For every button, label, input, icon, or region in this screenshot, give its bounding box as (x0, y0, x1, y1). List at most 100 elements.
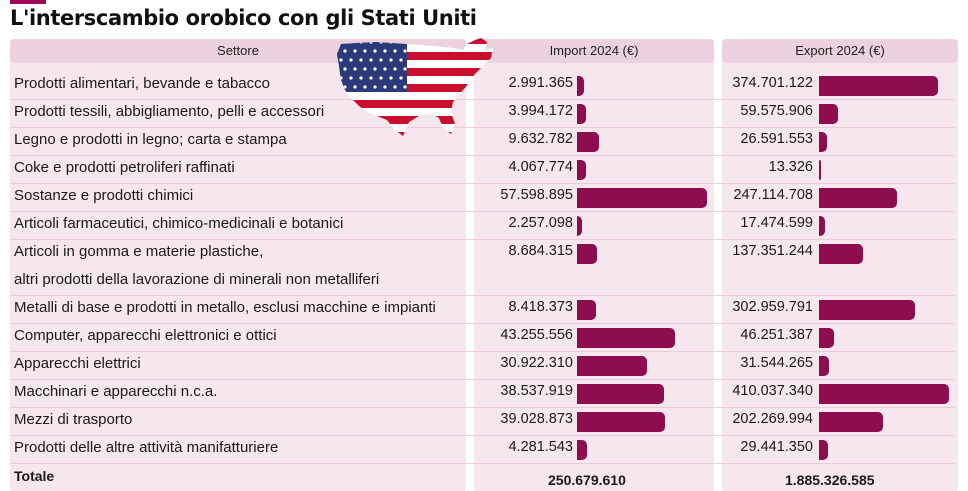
row-divider (10, 99, 955, 100)
table-row: Prodotti alimentari, bevande e tabacco 2.… (0, 72, 968, 100)
import-value-label: 30.922.310 (500, 355, 573, 371)
row-divider (10, 379, 955, 380)
import-bar (577, 132, 599, 152)
export-value-label: 59.575.906 (740, 103, 813, 119)
import-value-label: 4.281.543 (508, 439, 573, 455)
export-bar (819, 356, 829, 376)
row-divider (10, 155, 955, 156)
import-value-label: 2.257.098 (508, 215, 573, 231)
import-bar (577, 104, 586, 124)
row-divider (10, 239, 955, 240)
table-row: Prodotti tessili, abbigliamento, pelli e… (0, 100, 968, 128)
import-bar (577, 328, 675, 348)
export-bar (819, 132, 828, 152)
export-value-label: 247.114.708 (733, 187, 813, 203)
table-row: Prodotti delle altre attività manifattur… (0, 436, 968, 464)
import-value-label: 3.994.172 (508, 103, 573, 119)
export-value-label: 410.037.340 (732, 383, 813, 399)
table-row: Mezzi di trasporto 39.028.873 202.269.994 (0, 408, 968, 436)
row-divider (10, 435, 955, 436)
export-value-label: 202.269.994 (732, 411, 813, 427)
import-bar (577, 216, 583, 236)
import-column-header: Import 2024 (€) (474, 39, 714, 63)
table-row: Coke e prodotti petroliferi raffinati 4.0… (0, 156, 968, 184)
import-bar (577, 440, 587, 460)
export-value-label: 29.441.350 (740, 439, 813, 455)
import-bar (577, 384, 664, 404)
import-value-label: 8.418.373 (508, 299, 573, 315)
export-value-label: 31.544.265 (740, 355, 813, 371)
table-row: Legno e prodotti in legno; carta e stamp… (0, 128, 968, 156)
export-bar (819, 440, 829, 460)
export-bar (819, 160, 821, 180)
import-value-label: 8.684.315 (508, 243, 573, 259)
export-bar (819, 244, 863, 264)
sector-label: Legno e prodotti in legno; carta e stamp… (14, 131, 287, 148)
import-value-label: 38.537.919 (500, 383, 573, 399)
total-import-value: 250.679.610 (548, 472, 626, 488)
sector-label: Computer, apparecchi elettronici e ottic… (14, 327, 277, 344)
import-bar (577, 244, 597, 264)
export-bar (819, 412, 884, 432)
sector-label: Prodotti alimentari, bevande e tabacco (14, 75, 270, 92)
sector-label: Articoli in gomma e materie plastiche, (14, 243, 264, 260)
export-value-label: 137.351.244 (732, 243, 813, 259)
sector-label: altri prodotti della lavorazione di mine… (14, 271, 380, 288)
sector-label: Metalli di base e prodotti in metallo, e… (14, 299, 436, 316)
import-bar (577, 188, 707, 208)
import-bar (577, 356, 647, 376)
export-value-label: 374.701.122 (732, 75, 813, 91)
export-bar (819, 76, 938, 96)
row-divider (10, 127, 955, 128)
import-value-label: 43.255.556 (500, 327, 573, 343)
total-export-value: 1.885.326.585 (785, 472, 875, 488)
table-row: Metalli di base e prodotti in metallo, e… (0, 296, 968, 324)
sector-label: Coke e prodotti petroliferi raffinati (14, 159, 235, 176)
table-row: Articoli in gomma e materie plastiche, al… (0, 240, 968, 296)
import-bar (577, 412, 666, 432)
export-value-label: 13.326 (768, 159, 813, 175)
sector-label: Prodotti tessili, abbigliamento, pelli e… (14, 103, 325, 120)
table-row: Sostanze e prodotti chimici 57.598.895 247… (0, 184, 968, 212)
import-value-label: 4.067.774 (508, 159, 573, 175)
export-value-label: 302.959.791 (732, 299, 813, 315)
totals-divider (10, 463, 955, 464)
import-bar (577, 160, 587, 180)
row-divider (10, 351, 955, 352)
title-accent-tab (10, 0, 46, 4)
table-row: Articoli farmaceutici, chimico-medicinal… (0, 212, 968, 240)
sector-label: Macchinari e apparecchi n.c.a. (14, 383, 218, 400)
sector-label: Apparecchi elettrici (14, 355, 141, 372)
total-label: Totale (14, 468, 55, 484)
sector-label: Articoli farmaceutici, chimico-medicinal… (14, 215, 344, 232)
chart-title: L'interscambio orobico con gli Stati Uni… (10, 6, 477, 30)
import-bar (577, 300, 596, 320)
import-value-label: 57.598.895 (500, 187, 573, 203)
row-divider (10, 323, 955, 324)
import-value-label: 39.028.873 (500, 411, 573, 427)
row-divider (10, 407, 955, 408)
sector-label: Prodotti delle altre attività manifattur… (14, 439, 279, 456)
table-row: Macchinari e apparecchi n.c.a. 38.537.919… (0, 380, 968, 408)
export-bar (819, 300, 916, 320)
row-divider (10, 183, 955, 184)
sector-label: Sostanze e prodotti chimici (14, 187, 194, 204)
usa-flag-map-icon (337, 38, 493, 136)
table-row: Apparecchi elettrici 30.922.310 31.544.265 (0, 352, 968, 380)
import-bar (577, 76, 584, 96)
export-column-header: Export 2024 (€) (722, 39, 958, 63)
import-value-label: 2.991.365 (508, 75, 573, 91)
export-bar (819, 188, 898, 208)
export-bar (819, 384, 949, 404)
export-bar (819, 328, 834, 348)
table-row: Computer, apparecchi elettronici e ottic… (0, 324, 968, 352)
export-value-label: 17.474.599 (740, 215, 813, 231)
row-divider (10, 211, 955, 212)
import-value-label: 9.632.782 (508, 131, 573, 147)
export-bar (819, 104, 838, 124)
export-bar (819, 216, 825, 236)
export-value-label: 26.591.553 (740, 131, 813, 147)
sector-label: Mezzi di trasporto (14, 411, 133, 428)
row-divider (10, 295, 955, 296)
export-value-label: 46.251.387 (740, 327, 813, 343)
